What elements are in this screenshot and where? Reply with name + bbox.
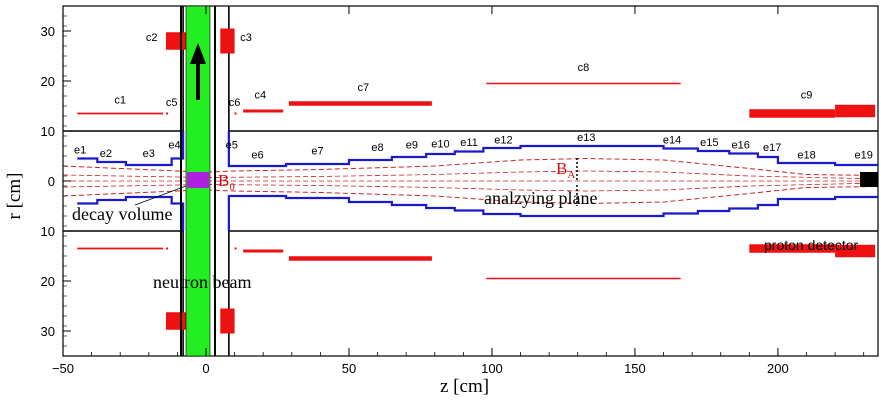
electrode-label-e14: e14	[663, 135, 681, 147]
x-tick-label-2: 50	[342, 361, 356, 376]
electrode-label-e6: e6	[251, 150, 263, 162]
coil-label-c2: c2	[146, 32, 158, 44]
coil-c7-top	[288, 101, 432, 106]
electrode-label-e7: e7	[311, 146, 323, 158]
y-tick-label-top-3: 0	[48, 174, 55, 189]
magnet-coils: c1 c2 c3 c4 c5 c6 c7 c8 c9	[77, 28, 876, 334]
y-tick-label-top-2: 10	[41, 124, 55, 139]
flux-outer-upper	[62, 157, 879, 176]
coil-label-c9: c9	[801, 90, 813, 102]
flux-inner-upper	[62, 170, 879, 180]
y-tick-label-bottom-0: 10	[41, 224, 55, 239]
coil-c1-bottom	[77, 247, 164, 250]
coil-label-c6: c6	[229, 97, 241, 109]
x-tick-label-5: 200	[767, 361, 789, 376]
coil-marker-c6-bottom	[234, 247, 237, 250]
proton-detector-block	[860, 172, 878, 187]
x-tick-label-1: 0	[202, 361, 209, 376]
electrode-label-e1: e1	[74, 145, 86, 157]
electrode-profile-left-lower	[77, 195, 185, 231]
electrode-label-e19: e19	[855, 150, 873, 162]
magnetic-flux-tube	[62, 157, 879, 205]
coil-c9a-bottom	[749, 244, 836, 253]
coil-label-c3: c3	[240, 32, 252, 44]
x-axis-label: z [cm]	[440, 376, 489, 397]
decay-volume-region	[187, 172, 209, 188]
electrode-label-e18: e18	[797, 150, 815, 162]
coil-label-c8: c8	[578, 62, 590, 74]
decay-volume-label: decay volume	[72, 204, 172, 224]
vessel-wall-2	[63, 230, 184, 356]
coil-c3-top	[220, 28, 235, 54]
x-tick-label-4: 150	[624, 361, 646, 376]
electrode-label-e2: e2	[100, 148, 112, 160]
flux-outer-lower	[62, 186, 879, 205]
electrode-label-e11: e11	[460, 137, 478, 149]
electrode-label-e3: e3	[143, 148, 155, 160]
electrode-label-e5: e5	[226, 140, 238, 152]
x-tick-label-0: −50	[52, 361, 74, 376]
proton-detector-label: proton detector	[764, 237, 859, 253]
y-axis-label: r [cm]	[4, 173, 25, 220]
electrode-profile-right-lower	[227, 194, 878, 231]
coil-c9a-top	[749, 109, 836, 118]
coil-c1-top	[77, 112, 164, 115]
electrode-label-e16: e16	[732, 140, 750, 152]
b0-label: B0	[218, 171, 235, 193]
coil-c4-bottom	[243, 249, 284, 253]
coil-label-c7: c7	[357, 82, 369, 94]
coil-c9b-top	[835, 104, 876, 118]
electrode-label-e12: e12	[494, 135, 512, 147]
vessel-wall-1	[63, 6, 184, 132]
electrode-label-e15: e15	[700, 137, 718, 149]
coil-marker-c5-bottom	[165, 247, 168, 250]
coil-c8-bottom	[486, 277, 681, 280]
coil-marker-c6-top	[234, 112, 237, 115]
y-tick-label-top-0: 30	[41, 24, 55, 39]
coil-c4-top	[243, 109, 284, 113]
electrode-profile-right-upper	[227, 131, 878, 168]
electrode-label-e9: e9	[406, 140, 418, 152]
electrode-label-e13: e13	[577, 132, 595, 144]
coil-c8-top	[486, 82, 681, 85]
neutron-beam-label: neutron beam	[153, 272, 251, 292]
coil-label-c5: c5	[166, 97, 178, 109]
y-tick-label-top-1: 20	[41, 74, 55, 89]
y-tick-label-bottom-1: 20	[41, 274, 55, 289]
flux-inner-lower	[62, 182, 879, 192]
coil-c9b-bottom	[835, 244, 876, 258]
electrode-label-e17: e17	[763, 142, 781, 154]
electrode-system: e1 e2 e3 e4 e5 e6 e7 e8 e9 e10 e11 e12 e13 e14 e15 e16 e…	[74, 131, 878, 231]
electrode-label-e8: e8	[371, 142, 383, 154]
coil-c7-bottom	[288, 256, 432, 261]
x-tick-label-3: 100	[481, 361, 503, 376]
coil-c2-bottom	[165, 312, 186, 330]
electrode-profile-left-upper	[77, 131, 185, 167]
coil-label-c1: c1	[114, 95, 126, 107]
electrode-label-e10: e10	[431, 139, 449, 151]
coil-label-c4: c4	[255, 90, 267, 102]
ba-label: BA	[556, 159, 575, 181]
electrode-label-e4: e4	[168, 140, 180, 152]
coil-c3-bottom	[220, 308, 235, 334]
decay-volume-pointer	[134, 185, 187, 206]
coil-c2-top	[165, 32, 186, 50]
beam-direction-arrow	[190, 43, 206, 100]
coil-marker-c5-top	[165, 112, 168, 115]
analyzing-plane-label: analzying plane	[484, 188, 597, 208]
y-tick-label-bottom-2: 30	[41, 324, 55, 339]
